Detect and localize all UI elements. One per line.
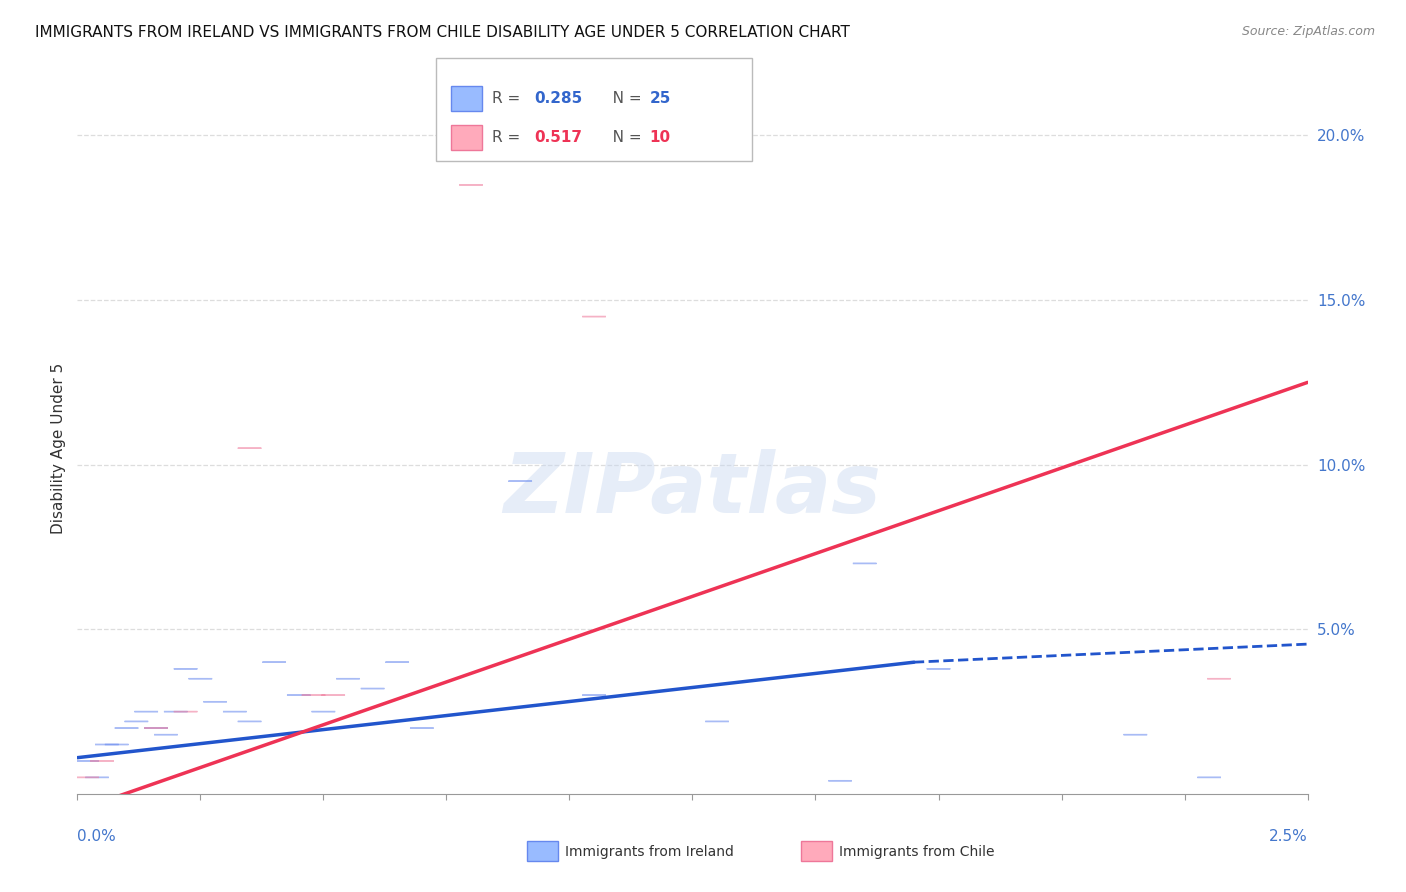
Text: ZIPatlas: ZIPatlas xyxy=(503,450,882,530)
Text: IMMIGRANTS FROM IRELAND VS IMMIGRANTS FROM CHILE DISABILITY AGE UNDER 5 CORRELAT: IMMIGRANTS FROM IRELAND VS IMMIGRANTS FR… xyxy=(35,25,851,40)
Text: R =: R = xyxy=(492,130,526,145)
Text: Source: ZipAtlas.com: Source: ZipAtlas.com xyxy=(1241,25,1375,38)
Text: 2.5%: 2.5% xyxy=(1268,830,1308,844)
Text: 10: 10 xyxy=(650,130,671,145)
Text: R =: R = xyxy=(492,90,526,105)
Text: 0.285: 0.285 xyxy=(534,90,582,105)
Text: 0.517: 0.517 xyxy=(534,130,582,145)
Text: Immigrants from Chile: Immigrants from Chile xyxy=(839,845,995,859)
Text: 25: 25 xyxy=(650,90,671,105)
Text: N =: N = xyxy=(598,90,645,105)
Text: Immigrants from Ireland: Immigrants from Ireland xyxy=(565,845,734,859)
Y-axis label: Disability Age Under 5: Disability Age Under 5 xyxy=(51,363,66,533)
Text: N =: N = xyxy=(598,130,645,145)
Text: 0.0%: 0.0% xyxy=(77,830,117,844)
